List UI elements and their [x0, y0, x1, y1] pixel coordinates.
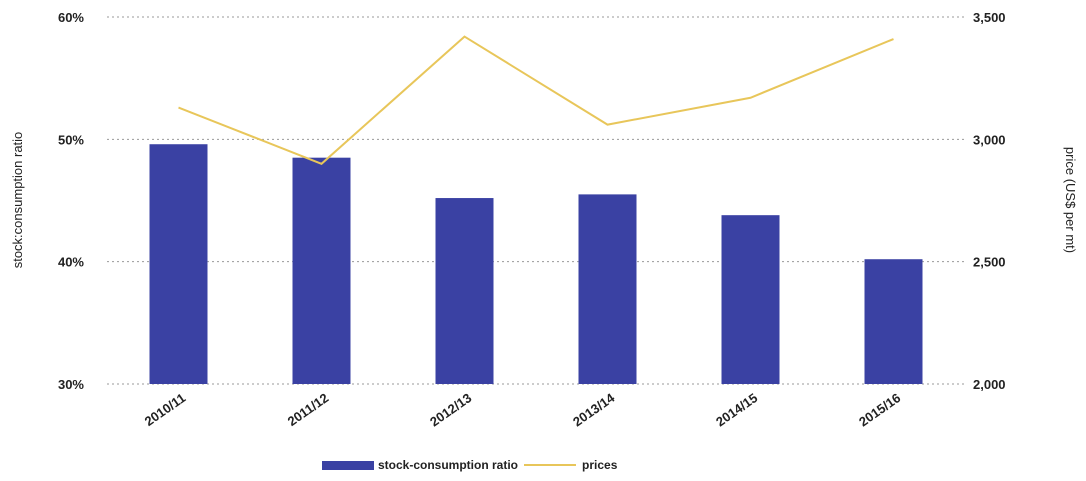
legend-item-bars: stock-consumption ratio [322, 458, 518, 472]
bar [864, 259, 923, 384]
legend: stock-consumption ratio prices [322, 458, 617, 472]
x-tick-label: 2010/11 [142, 390, 189, 429]
right-tick-label: 3,000 [973, 132, 1006, 147]
bar [435, 198, 494, 384]
bar [721, 215, 780, 384]
left-tick-label: 50% [58, 132, 84, 147]
x-tick-label: 2013/14 [570, 390, 618, 430]
right-tick-label: 2,000 [973, 377, 1006, 392]
right-axis-label: price (US$ per mt) [1063, 147, 1078, 253]
x-tick-label: 2011/12 [285, 390, 332, 429]
right-axis-ticks: 2,000 2,500 3,000 3,500 [973, 10, 1006, 392]
right-tick-label: 3,500 [973, 10, 1006, 25]
bar [292, 157, 351, 384]
line-series [178, 35, 894, 165]
left-tick-label: 60% [58, 10, 84, 25]
legend-label-bars: stock-consumption ratio [378, 458, 519, 472]
bar-series [149, 144, 923, 384]
right-tick-label: 2,500 [973, 255, 1006, 270]
left-axis-ticks: 30% 40% 50% 60% [58, 10, 84, 392]
legend-label-line: prices [582, 458, 618, 472]
x-tick-label: 2012/13 [427, 390, 474, 429]
legend-line-swatch [524, 464, 577, 466]
left-axis-label: stock:consumption ratio [10, 132, 25, 269]
x-tick-label: 2015/16 [856, 390, 903, 429]
legend-bar-swatch [322, 460, 374, 470]
price-line [178, 35, 894, 165]
gridlines [107, 16, 965, 385]
bar [578, 194, 637, 384]
left-tick-label: 40% [58, 255, 84, 270]
bar [149, 144, 208, 384]
legend-item-line: prices [518, 458, 617, 472]
x-axis-ticks: 2010/11 2011/12 2012/13 2013/14 2014/15 2015/… [142, 390, 904, 430]
left-tick-label: 30% [58, 377, 84, 392]
x-tick-label: 2014/15 [713, 390, 760, 429]
